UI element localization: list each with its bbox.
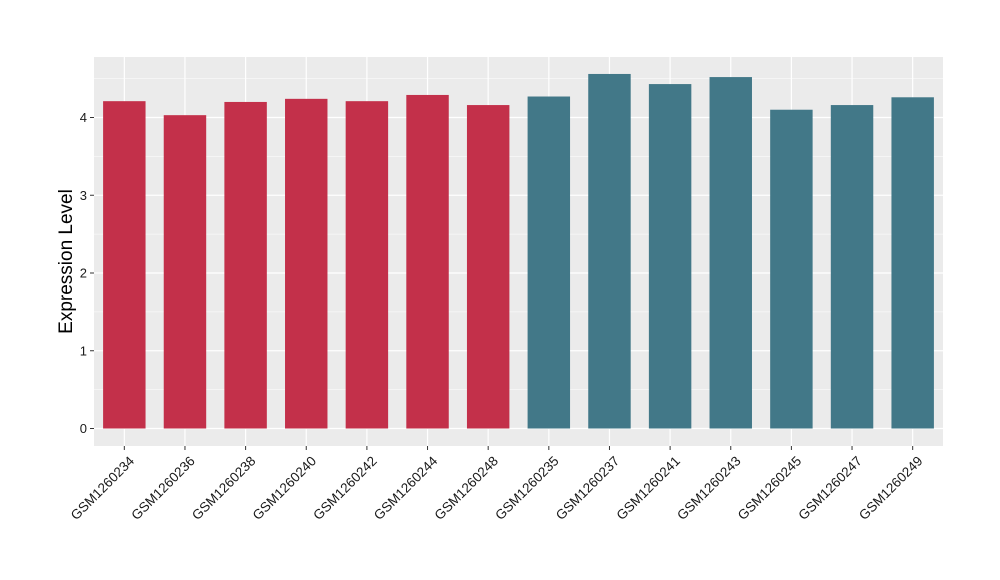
- bar-GSM1260240: [285, 98, 328, 429]
- bar-GSM1260236: [163, 115, 207, 429]
- x-axis: GSM1260234GSM1260236GSM1260238GSM1260240…: [68, 446, 926, 523]
- x-tick-label: GSM1260240: [250, 453, 320, 523]
- x-tick-label: GSM1260236: [128, 453, 198, 523]
- bar-GSM1260248: [466, 105, 510, 429]
- bar-GSM1260238: [224, 101, 267, 429]
- x-tick-label: GSM1260247: [795, 453, 865, 523]
- y-axis: 0 1 2 3 4: [80, 110, 94, 436]
- plot-panel: [94, 57, 943, 446]
- x-tick-label: GSM1260249: [856, 453, 926, 523]
- bar-GSM1260234: [103, 101, 146, 429]
- x-tick-label: GSM1260242: [310, 453, 380, 523]
- bar-GSM1260249: [891, 97, 934, 429]
- x-tick-label: GSM1260235: [492, 453, 562, 523]
- x-tick-label: GSM1260243: [674, 453, 744, 523]
- y-tick-label: 1: [80, 343, 87, 358]
- y-tick-label: 3: [80, 188, 87, 203]
- bar-GSM1260244: [406, 94, 449, 429]
- y-tick-label: 4: [80, 110, 87, 125]
- bar-GSM1260241: [648, 84, 692, 429]
- y-tick-label: 2: [80, 266, 87, 281]
- bar-GSM1260243: [709, 77, 752, 429]
- bar-GSM1260247: [830, 105, 874, 429]
- x-tick-label: GSM1260245: [735, 453, 805, 523]
- y-tick-label: 0: [80, 421, 87, 436]
- x-tick-label: GSM1260241: [613, 453, 683, 523]
- x-tick-label: GSM1260248: [432, 453, 502, 523]
- x-tick-label: GSM1260237: [553, 453, 623, 523]
- bar-GSM1260235: [527, 96, 571, 429]
- x-tick-label: GSM1260238: [189, 453, 259, 523]
- bar-GSM1260237: [588, 73, 631, 429]
- bar-GSM1260245: [770, 109, 813, 429]
- bar-GSM1260242: [345, 101, 389, 429]
- y-axis-label: Expression Level: [56, 189, 77, 334]
- bars: [103, 73, 934, 429]
